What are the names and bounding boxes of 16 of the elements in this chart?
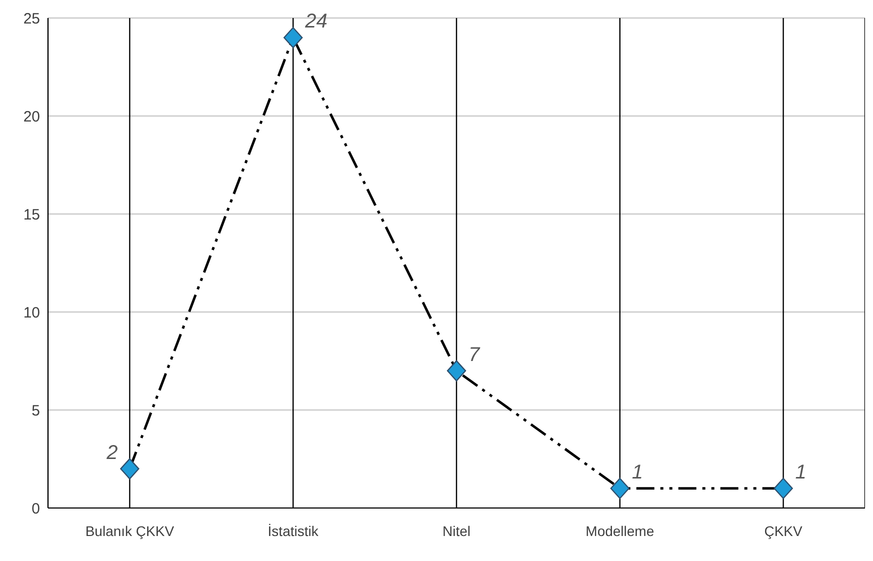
y-tick-label: 5 [32, 402, 40, 420]
y-tick-label: 15 [23, 206, 40, 224]
x-tick-label: ÇKKV [764, 522, 804, 539]
data-label: 1 [795, 461, 806, 484]
data-label: 2 [106, 442, 118, 464]
y-tick-label: 25 [23, 10, 40, 28]
x-tick-label: Nitel [442, 522, 471, 539]
y-tick-label: 20 [23, 108, 40, 126]
x-tick-label: Bulanık ÇKKV [85, 522, 175, 539]
x-tick-label: İstatistik [268, 522, 320, 539]
data-label: 7 [468, 344, 480, 366]
y-tick-label: 0 [32, 500, 40, 518]
x-tick-label: Modelleme [586, 522, 654, 539]
data-label: 1 [632, 461, 644, 484]
data-label: 24 [304, 10, 328, 33]
y-tick-label: 10 [23, 304, 40, 322]
